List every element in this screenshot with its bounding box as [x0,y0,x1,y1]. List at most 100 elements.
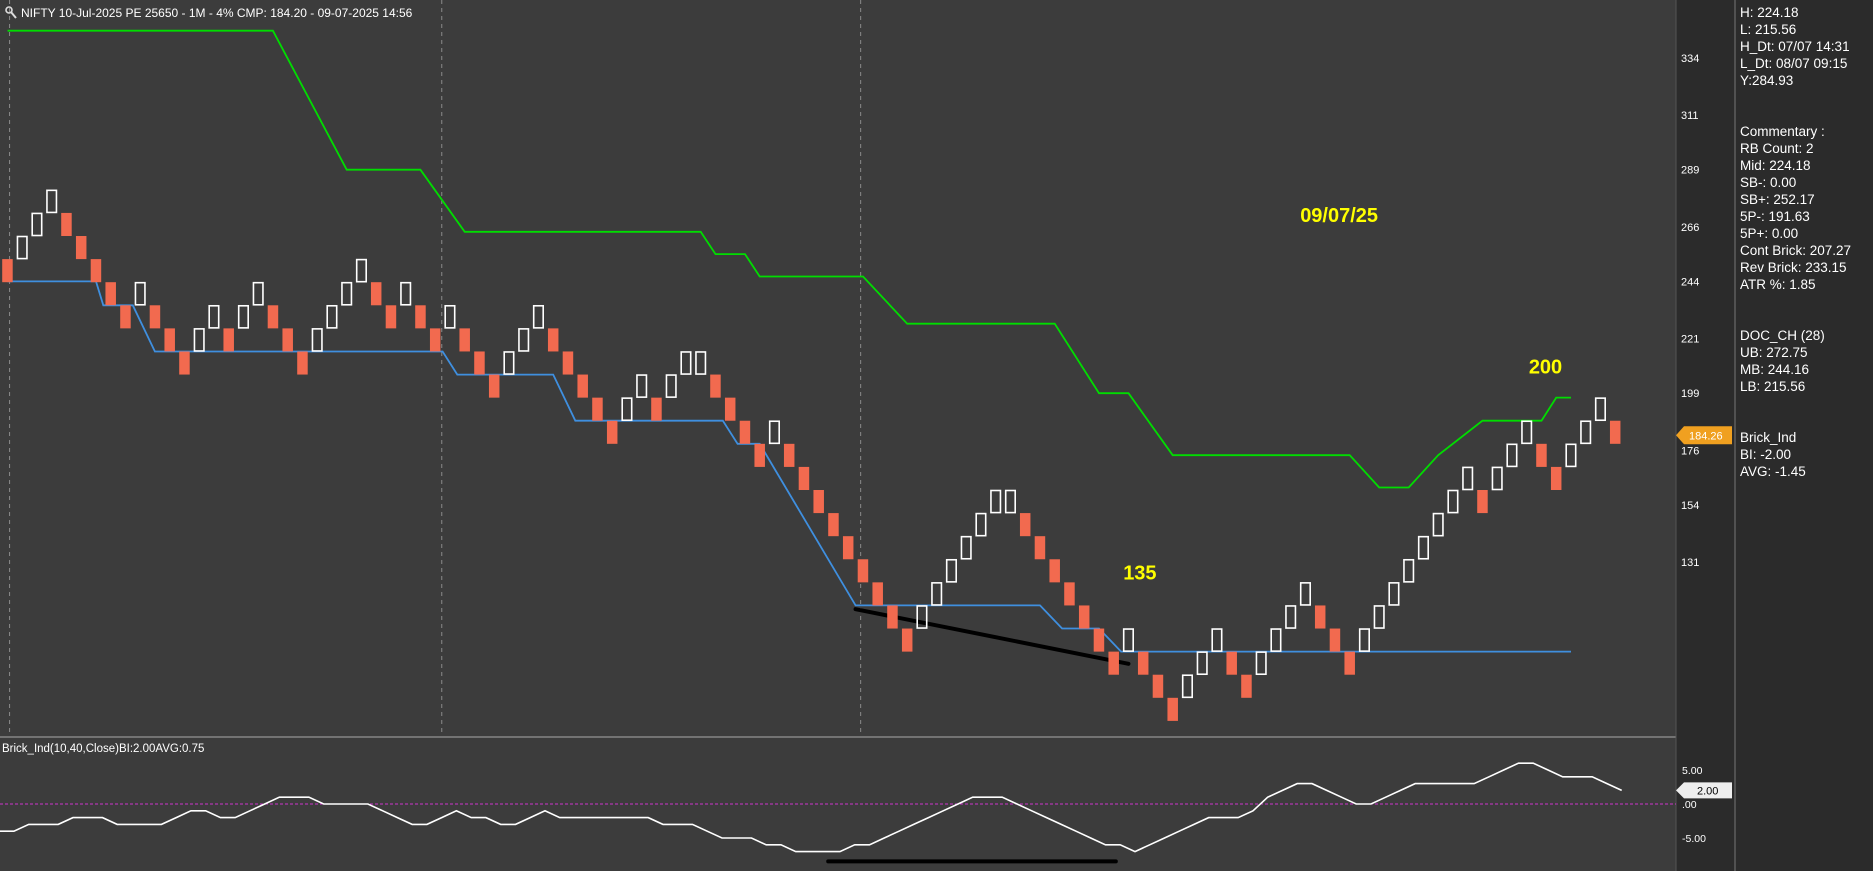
down-brick [606,420,618,444]
indicator-axis[interactable]: 5.00 .00 -5.00 2.00 [1676,765,1732,845]
doc-ch-line: LB: 215.56 [1740,379,1806,394]
up-brick [1211,628,1223,652]
annotation-label: 200 [1529,356,1562,378]
indicator-tick-label: 5.00 [1682,765,1703,777]
down-brick [651,397,662,421]
down-brick [1226,651,1237,675]
doc-ch-line: MB: 244.16 [1740,362,1810,377]
up-brick [237,304,249,329]
up-brick [503,351,515,375]
down-brick [179,351,190,375]
down-brick [90,259,102,283]
up-brick [695,351,707,375]
quote-line: H: 224.18 [1740,5,1799,20]
up-brick [1004,489,1017,514]
down-brick [267,305,279,329]
down-brick [1536,443,1547,467]
down-brick [120,305,131,329]
brick-ind-line: BI: -2.00 [1740,447,1792,462]
down-brick [1329,628,1341,652]
down-brick [872,582,883,606]
brick-ind-line: Brick_Ind [1740,430,1797,445]
side-panel-background [1736,0,1873,871]
wrench-icon[interactable] [5,6,17,19]
up-brick [134,281,146,306]
indicator-line [0,762,1623,853]
price-axis[interactable]: 334 311 289 266 244 221 199 176 154 131 [1681,53,1699,569]
up-brick [444,304,456,329]
up-brick [193,328,205,352]
up-brick [960,535,972,560]
up-brick [1506,443,1518,468]
indicator-value-tag [1676,782,1732,799]
down-brick [488,374,500,398]
down-brick [547,328,559,352]
brick-indicator-chart [0,762,1676,864]
down-brick [385,305,397,329]
chart-header: NIFTY 10-Jul-2025 PE 25650 - 1M - 4% CMP… [5,6,413,20]
vertical-gridlines [9,0,862,736]
commentary-line: SB-: 0.00 [1740,175,1797,190]
commentary-line: Cont Brick: 207.27 [1740,243,1852,258]
commentary-block: Commentary : RB Count: 2 Mid: 224.18 SB-: 0… [1740,123,1873,293]
up-brick [1270,628,1282,652]
down-brick [1477,490,1488,514]
up-brick [1594,397,1606,422]
quote-line: L_Dt: 08/07 09:15 [1740,56,1848,71]
down-brick [1108,651,1119,675]
down-brick [1019,513,1031,537]
commentary-line: RB Count: 2 [1740,141,1814,156]
main-panel-background [0,0,1676,736]
price-tick-label: 154 [1681,500,1699,512]
up-brick [1299,582,1311,606]
up-brick [1565,443,1577,468]
doc-ch-line: UB: 272.75 [1740,345,1808,360]
indicator-tick-label: -5.00 [1682,833,1706,845]
down-brick [1344,651,1355,675]
down-brick [297,351,308,375]
up-brick [945,558,958,583]
up-brick [1491,466,1503,491]
annotation-label: 09/07/25 [1300,205,1378,227]
price-tick-label: 221 [1681,334,1699,346]
annotation-label: 135 [1123,562,1156,584]
up-brick [636,374,648,398]
down-brick [754,443,765,467]
up-brick [1403,558,1415,583]
down-brick [282,328,293,352]
down-brick [813,490,824,514]
up-brick [326,304,338,329]
chart-title: NIFTY 10-Jul-2025 PE 25650 - 1M - 4% CMP… [21,6,413,20]
last-price-tag: 184.26 [1676,426,1732,445]
down-brick [1093,628,1105,652]
price-tick-label: 199 [1681,388,1699,400]
down-brick [901,628,913,652]
down-brick [474,351,485,375]
up-brick [518,328,530,352]
up-brick [1255,651,1267,676]
up-brick [975,512,987,537]
up-brick [768,420,781,445]
down-brick [857,559,869,583]
up-brick [1521,420,1533,445]
down-brick [1241,674,1252,698]
down-brick [828,513,839,537]
down-brick [415,305,426,329]
commentary-line: SB+: 252.17 [1740,192,1815,207]
quote-line: L: 215.56 [1740,22,1797,37]
down-brick [1152,674,1164,698]
commentary-line: Mid: 224.18 [1740,158,1811,173]
commentary-line: Commentary : [1740,124,1825,139]
price-tick-label: 266 [1681,222,1699,234]
down-brick [739,420,751,444]
down-brick [1137,651,1149,675]
up-brick [355,258,368,283]
down-brick [2,259,13,283]
up-brick [1373,605,1385,629]
down-brick [798,466,810,490]
price-tick-label: 311 [1681,110,1699,122]
renko-bricks [2,189,1621,721]
doc-ch-line: DOC_CH (28) [1740,328,1825,343]
up-brick [1462,466,1474,491]
